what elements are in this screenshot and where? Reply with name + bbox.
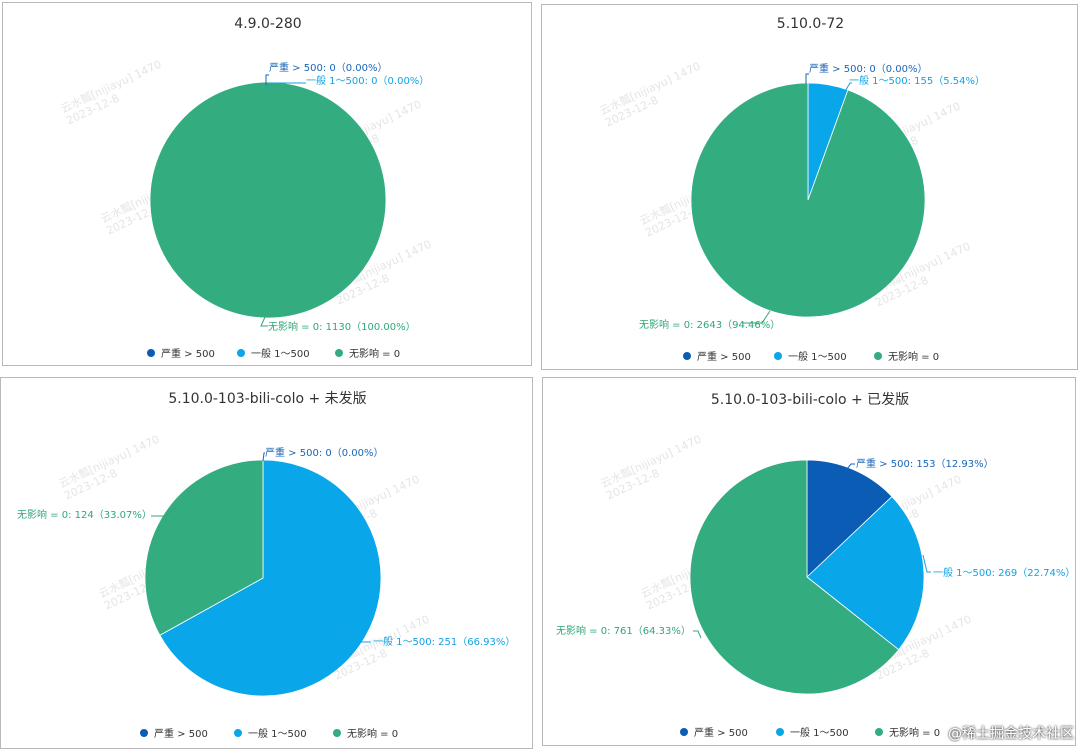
- site-watermark: @稀土掘金技术社区: [948, 726, 1074, 742]
- legend-label[interactable]: 无影响 = 0: [347, 727, 398, 740]
- legend-label[interactable]: 一般 1～500: [788, 350, 847, 363]
- pie-slice[interactable]: [159, 459, 382, 697]
- pie-slice[interactable]: [690, 82, 926, 318]
- slice-data-label: 无影响 = 0: 124（33.07%）: [17, 508, 152, 521]
- label-leader-line: [265, 74, 269, 85]
- legend-label[interactable]: 严重 > 500: [694, 726, 748, 739]
- legend-marker[interactable]: [874, 352, 882, 360]
- legend-marker[interactable]: [683, 352, 691, 360]
- watermark-text: 云水瓢[nijiayu] 14702023-12-8: [598, 60, 708, 130]
- chart-title: 5.10.0-72: [777, 16, 844, 32]
- legend-label[interactable]: 一般 1～500: [248, 727, 307, 740]
- slice-data-label: 一般 1～500: 0（0.00%）: [306, 74, 429, 87]
- watermark-text: 云水瓢[nijiayu] 14702023-12-8: [599, 433, 709, 503]
- pie-slice[interactable]: [144, 459, 264, 636]
- legend-label[interactable]: 无影响 = 0: [888, 350, 939, 363]
- slice-data-label: 严重 > 500: 0（0.00%）: [269, 61, 388, 74]
- label-leader-line: [260, 316, 268, 327]
- legend-label[interactable]: 无影响 = 0: [889, 726, 940, 739]
- slice-data-label: 无影响 = 0: 2643（94.46%）: [639, 318, 780, 331]
- slice-data-label: 无影响 = 0: 761（64.33%）: [556, 624, 691, 637]
- label-leader-line: [843, 82, 852, 94]
- label-leader-line: [805, 73, 809, 84]
- pie-slice[interactable]: [149, 81, 387, 319]
- pie-slice[interactable]: [806, 459, 893, 578]
- legend-marker[interactable]: [875, 728, 883, 736]
- slice-data-label: 一般 1～500: 269（22.74%）: [933, 566, 1075, 579]
- label-leader-line: [347, 625, 371, 643]
- legend-label[interactable]: 无影响 = 0: [349, 347, 400, 360]
- label-leader-line: [845, 463, 855, 471]
- legend-label[interactable]: 严重 > 500: [697, 350, 751, 363]
- slice-data-label: 严重 > 500: 0（0.00%）: [265, 446, 384, 459]
- legend-marker[interactable]: [776, 728, 784, 736]
- legend-marker[interactable]: [147, 349, 155, 357]
- slice-data-label: 一般 1～500: 155（5.54%）: [849, 74, 985, 87]
- label-leader-line: [742, 310, 771, 324]
- slice-data-label: 严重 > 500: 153（12.93%）: [856, 457, 994, 470]
- chart-title: 5.10.0-103-bili-colo + 已发版: [711, 392, 909, 408]
- watermark-text: 云水瓢[nijiayu] 14702023-12-8: [59, 58, 169, 128]
- legend-marker[interactable]: [140, 729, 148, 737]
- chart-panel-2: 云水瓢[nijiayu] 14702023-12-8 云水瓢[nijiayu] 1…: [541, 4, 1078, 370]
- watermark-text: 云水瓢[nijiayu] 14702023-12-8: [57, 433, 167, 503]
- legend-marker[interactable]: [234, 729, 242, 737]
- legend-marker[interactable]: [237, 349, 245, 357]
- legend-marker[interactable]: [774, 352, 782, 360]
- legend-label[interactable]: 严重 > 500: [161, 347, 215, 360]
- label-leader-line: [922, 554, 931, 573]
- label-leader-line: [262, 452, 265, 462]
- slice-data-label: 严重 > 500: 0（0.00%）: [809, 62, 928, 75]
- legend-label[interactable]: 严重 > 500: [154, 727, 208, 740]
- slice-data-label: 一般 1～500: 251（66.93%）: [373, 635, 515, 648]
- pie-slice[interactable]: [689, 459, 900, 695]
- legend-marker[interactable]: [335, 349, 343, 357]
- legend-label[interactable]: 一般 1～500: [251, 347, 310, 360]
- chart-title: 4.9.0-280: [234, 16, 301, 32]
- legend-marker[interactable]: [333, 729, 341, 737]
- label-leader-line: [151, 507, 176, 517]
- label-leader-line: [693, 630, 702, 639]
- pie-slice[interactable]: [806, 495, 925, 651]
- label-leader-line: [266, 82, 306, 87]
- slice-data-label: 无影响 = 0: 1130（100.00%）: [268, 320, 416, 333]
- legend-marker[interactable]: [680, 728, 688, 736]
- chart-title: 5.10.0-103-bili-colo + 未发版: [168, 391, 366, 407]
- legend-label[interactable]: 一般 1～500: [790, 726, 849, 739]
